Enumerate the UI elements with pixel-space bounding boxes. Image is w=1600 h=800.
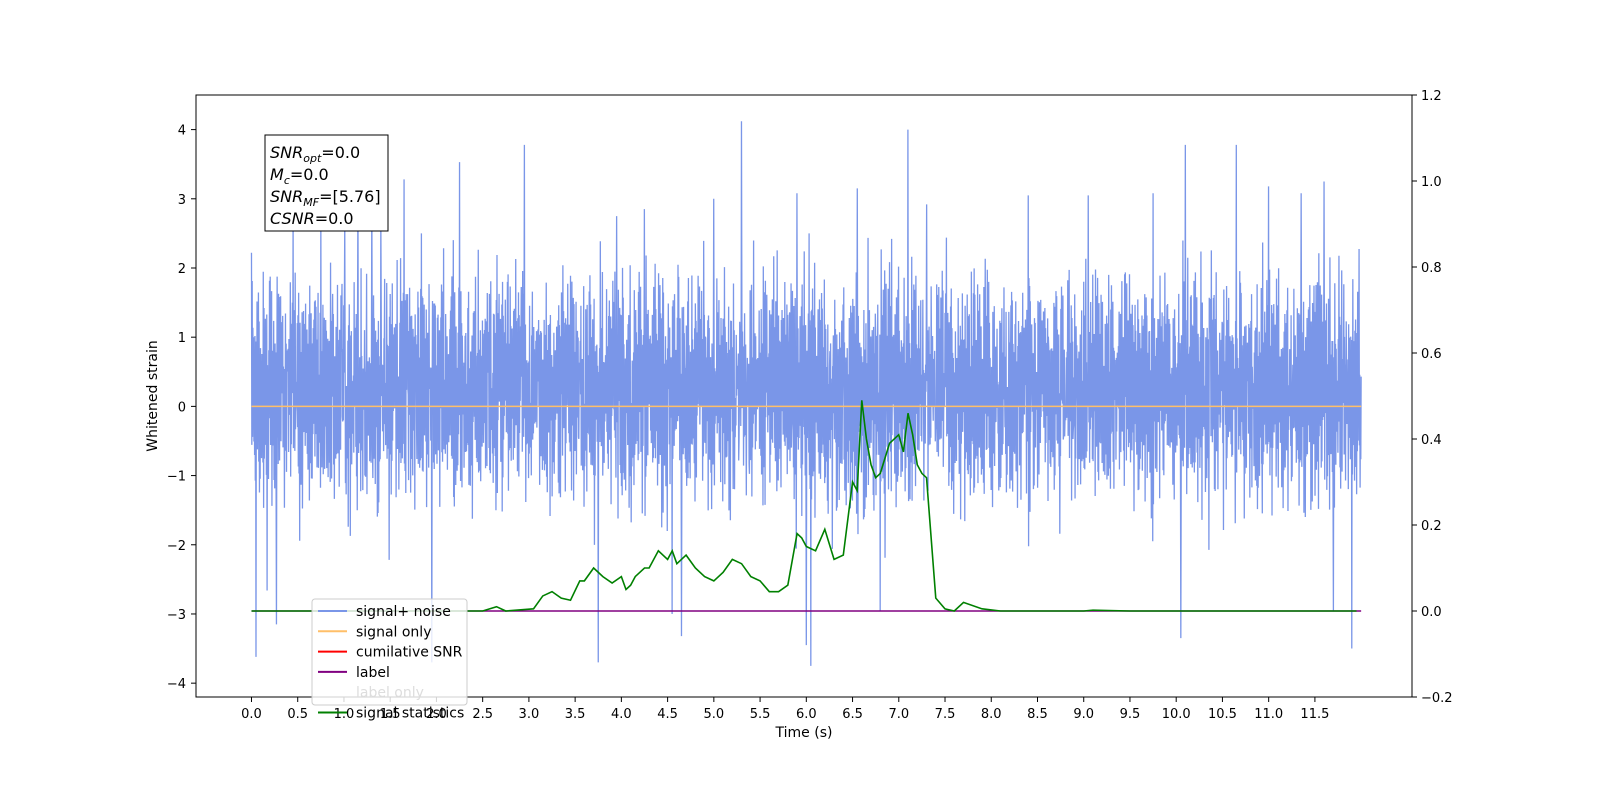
x-tick-label: 8.0 <box>981 707 1002 722</box>
x-tick-label: 10.5 <box>1208 707 1237 722</box>
y2-tick-label: 1.0 <box>1421 175 1442 190</box>
y-axis-label: Whitened strain <box>145 340 161 451</box>
x-tick-label: 8.5 <box>1027 707 1048 722</box>
y2-tick-label: 0.6 <box>1421 347 1442 362</box>
x-tick-label: 3.5 <box>565 707 586 722</box>
plot-frame <box>195 94 1413 698</box>
annotation-line: SNRopt=0.0 <box>270 143 360 165</box>
annotation-line: Mc=0.0 <box>270 165 329 187</box>
x-tick-label: 2.0 <box>426 707 447 722</box>
y2-tick-label: 0.4 <box>1421 433 1442 448</box>
y2-tick-label: 0.2 <box>1421 519 1442 534</box>
x-tick-label: 11.0 <box>1254 707 1283 722</box>
x-tick-label: 1.5 <box>380 707 401 722</box>
legend-entry-label: signal statistics <box>356 706 464 722</box>
x-tick-label: 7.5 <box>935 707 956 722</box>
legend-entry-label: signal only <box>356 624 431 640</box>
axes-layer: 0.0 0.5 1.0 1.5 2.0 2.5 3.0 3.5 4.0 4.5 5.0 5.5 6.0 6… <box>167 89 1453 722</box>
series-signal-noise <box>250 121 1362 666</box>
legend-entry-label: label only <box>356 685 424 701</box>
annotation-line: CSNR=0.0 <box>270 209 354 228</box>
x-tick-label: 0.5 <box>287 707 308 722</box>
legend-frame <box>311 598 468 706</box>
series-signal-statistics <box>251 400 1357 612</box>
y-tick-label: 2 <box>178 262 186 277</box>
y2-tick-label: 0.0 <box>1421 605 1442 620</box>
legend-entry-label: label <box>356 665 390 681</box>
annotation-line: SNRMF=[5.76] <box>270 187 381 209</box>
y-tick-label: 1 <box>178 331 186 346</box>
y-tick-label: −3 <box>167 608 186 623</box>
y-tick-label: −1 <box>167 470 186 485</box>
x-tick-label: 11.5 <box>1300 707 1329 722</box>
x-tick-label: 9.0 <box>1073 707 1094 722</box>
y-tick-label: 4 <box>178 124 186 139</box>
x-tick-label: 3.0 <box>519 707 540 722</box>
legend: signal+ noise signal only cumilative SNR la… <box>311 598 468 722</box>
x-tick-label: 1.0 <box>334 707 355 722</box>
x-tick-label: 5.0 <box>703 707 724 722</box>
x-tick-label: 0.0 <box>241 707 262 722</box>
y2-tick-label: −0.2 <box>1421 691 1453 706</box>
x-tick-label: 6.5 <box>842 707 863 722</box>
x-tick-label: 10.0 <box>1162 707 1191 722</box>
y-tick-label: 0 <box>178 400 186 415</box>
series-layer <box>250 121 1362 666</box>
y-tick-label: −4 <box>167 677 186 692</box>
x-axis-label: Time (s) <box>775 725 833 741</box>
x-tick-label: 9.5 <box>1120 707 1141 722</box>
y-tick-label: −2 <box>167 539 186 554</box>
legend-entry-label: signal+ noise <box>356 604 451 620</box>
legend-entry-label: cumilative SNR <box>356 645 463 661</box>
x-tick-label: 4.5 <box>657 707 678 722</box>
x-tick-label: 6.0 <box>796 707 817 722</box>
y2-tick-label: 0.8 <box>1421 261 1442 276</box>
x-tick-label: 5.5 <box>750 707 771 722</box>
x-tick-label: 4.0 <box>611 707 632 722</box>
y2-tick-label: 1.2 <box>1421 89 1442 104</box>
x-tick-label: 7.0 <box>888 707 909 722</box>
y-tick-label: 3 <box>178 193 186 208</box>
annotation-frame <box>264 134 389 232</box>
x-tick-label: 2.5 <box>472 707 493 722</box>
